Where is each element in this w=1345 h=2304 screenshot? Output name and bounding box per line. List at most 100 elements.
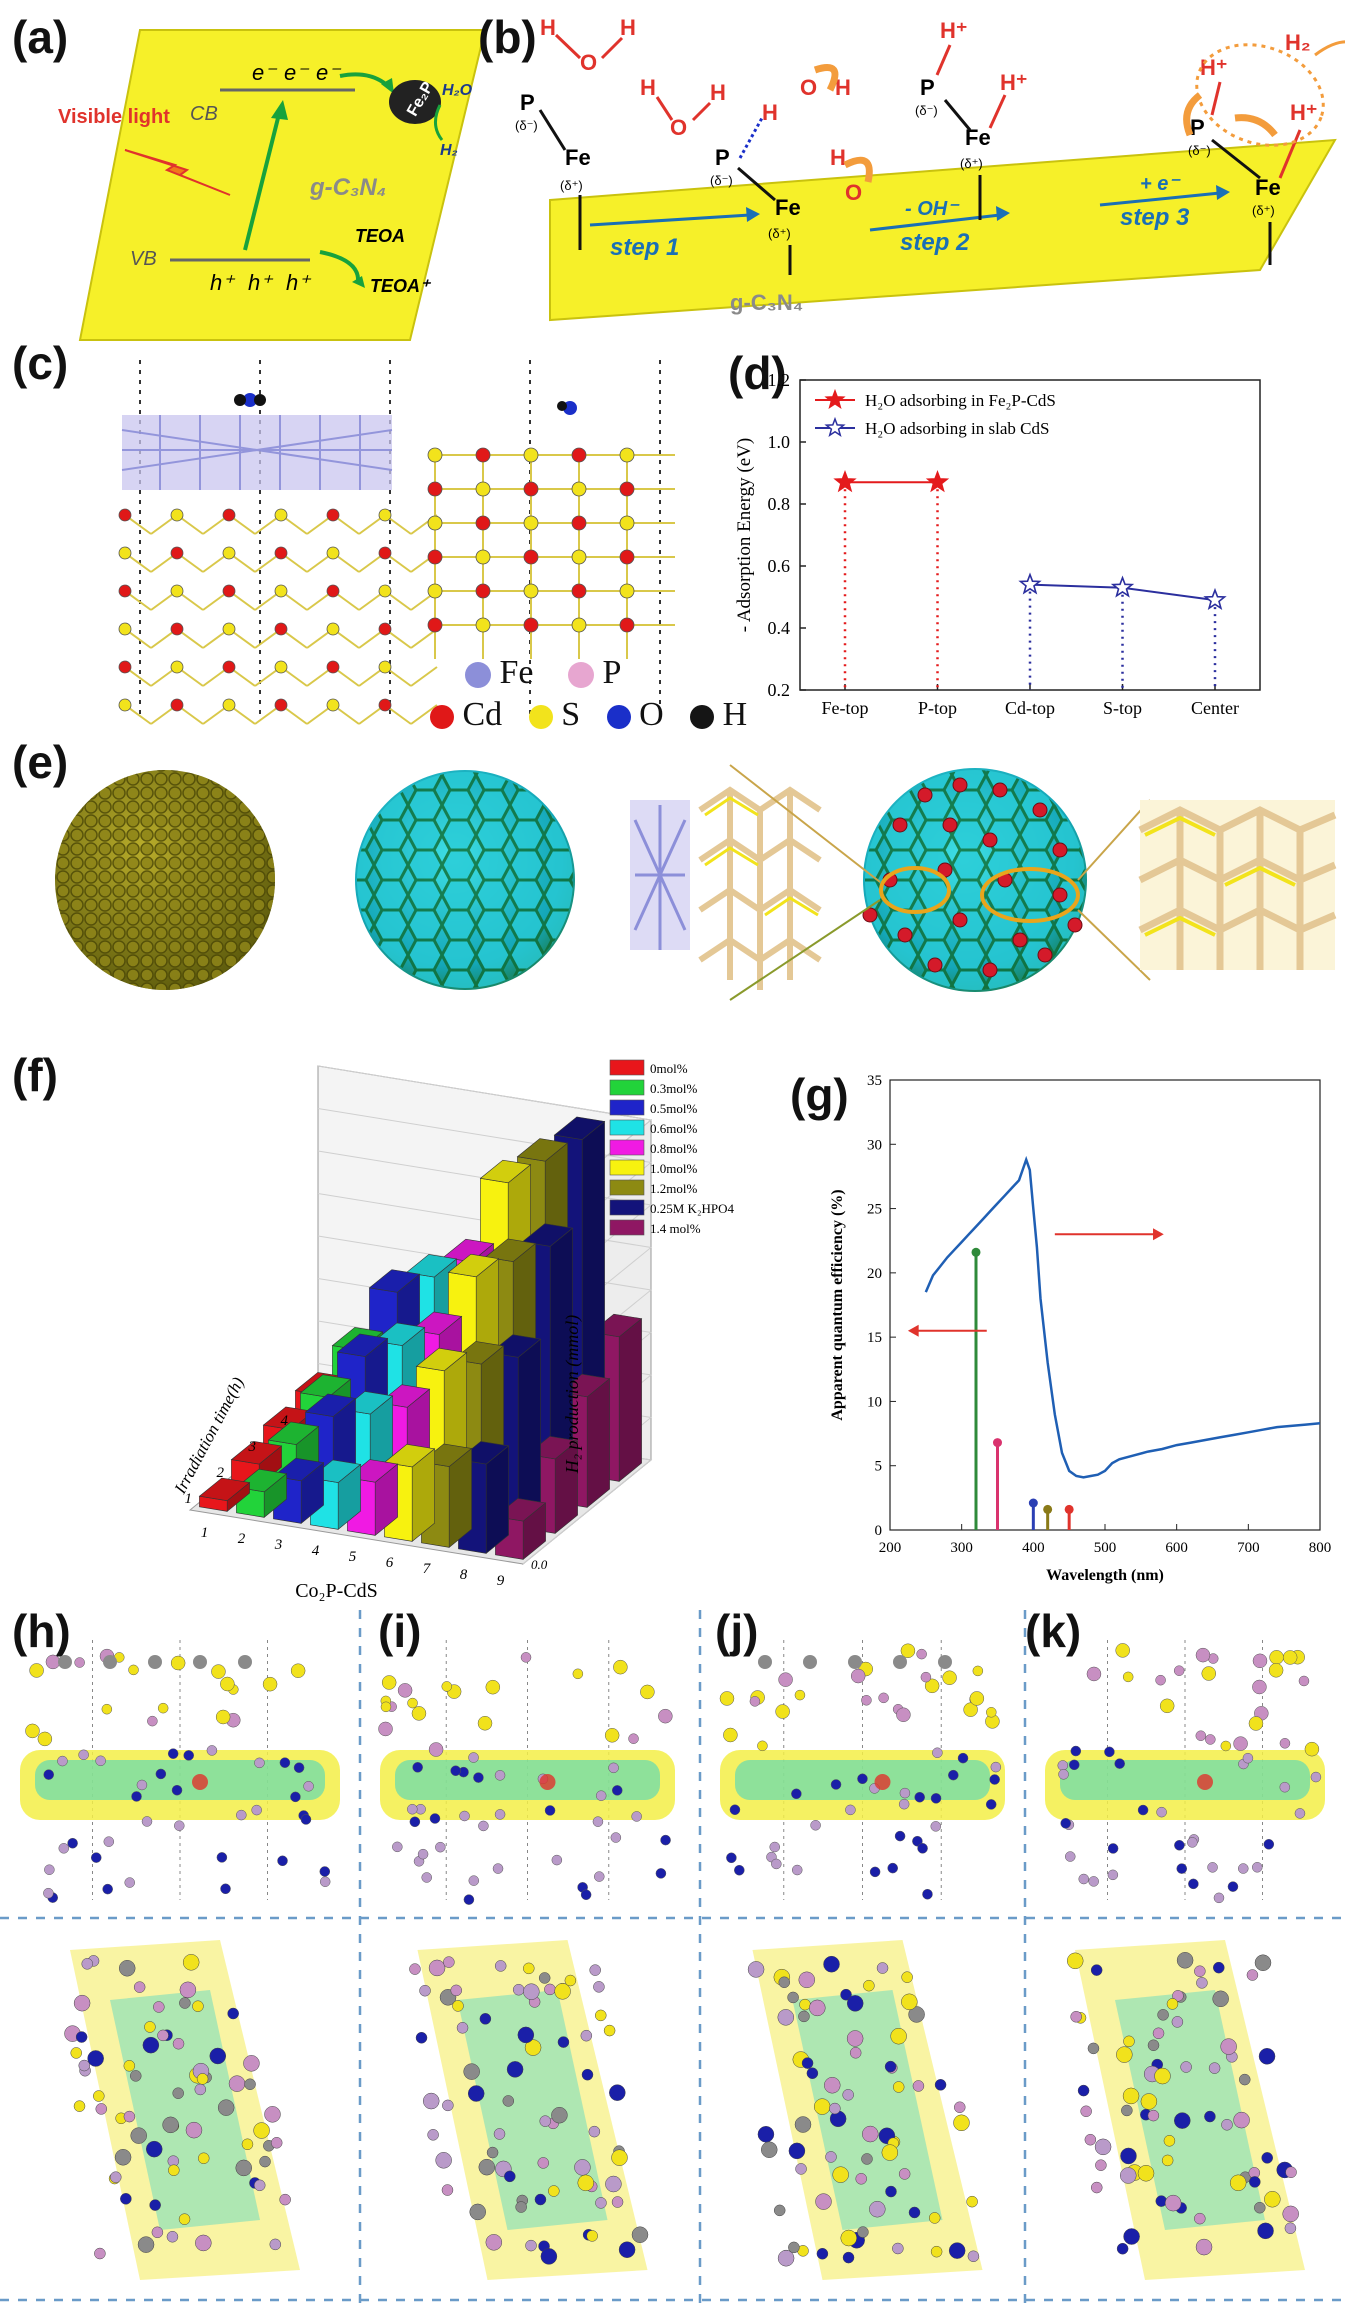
atom [103,1655,117,1669]
atom [920,1671,932,1683]
charge-density-panels [0,1610,1345,2304]
step3-label: step 3 [1120,204,1190,231]
atom [517,2026,535,2044]
atom [777,2009,795,2026]
atom [1201,1666,1217,1681]
step2-label: step 2 [900,229,970,256]
atom [58,1843,70,1854]
vb-label: VB [130,248,157,270]
atom [1154,2067,1171,2085]
atom [170,622,184,636]
atom [303,1781,314,1792]
atom [523,481,539,497]
atom [236,1809,247,1821]
atom [479,2013,492,2025]
atom [734,1864,745,1876]
atom [95,1755,106,1767]
atom [182,1954,200,1971]
atom [118,698,132,712]
atom [277,1855,288,1867]
atom [1140,2093,1158,2110]
charge-density-panel [378,1640,675,2280]
bar-side [485,1445,509,1554]
atom [537,2157,550,2169]
atom [415,2032,428,2044]
atom [118,1960,136,1977]
atom [1070,2010,1082,2023]
atom [1120,2147,1137,2165]
panel-label-j: (j) [715,1605,759,1657]
atom [593,1981,605,1993]
legend-swatch [609,1079,645,1096]
x-tick-label: 600 [1165,1540,1188,1556]
atom [954,2101,966,2113]
atom [544,1805,556,1816]
atom [966,2195,978,2208]
atom [473,1772,484,1783]
charge-density-panel [1045,1640,1325,2280]
atom [494,1809,506,1820]
atom [1115,1643,1130,1658]
atom [523,447,539,463]
atom [1088,1876,1099,1887]
atom [861,1695,872,1706]
cds-zoom-lattice [1138,800,1337,970]
atom [222,660,236,674]
atom [857,2226,869,2238]
atom [441,1681,453,1692]
atom [81,1958,94,1970]
atom [118,584,132,598]
atom [504,2170,516,2183]
atom [1252,1653,1268,1669]
p-charge: (δ⁻) [915,103,938,118]
atom [274,508,288,522]
atom [628,1733,639,1744]
x-tick-label: 400 [1022,1540,1045,1556]
atom [1264,2190,1281,2208]
atom [1188,1878,1199,1890]
atom [1220,1740,1232,1752]
panel-label-a: (a) [12,11,69,63]
atom [102,1883,113,1895]
x-tick-label: S-top [1103,698,1142,718]
atom [1208,2062,1221,2074]
atom [823,1955,840,1973]
atom [930,1821,942,1832]
atom [193,1655,207,1669]
atom [172,2037,185,2050]
atom [538,1972,551,1984]
depth-tick-label: 3 [248,1439,257,1455]
atom [1282,1650,1298,1665]
fe2p-dot [892,817,908,833]
atom [1086,1666,1102,1682]
atom [90,1852,102,1863]
atom [1090,2181,1103,2194]
atom [901,1993,918,2011]
atom [757,1740,768,1752]
atom [1238,1863,1249,1874]
atom [791,1788,802,1800]
atom [170,660,184,674]
atom [1114,1758,1125,1769]
atom [153,2001,165,2013]
atom [170,508,184,522]
atom [195,2234,212,2252]
atom [1310,1771,1322,1783]
atom [571,549,587,565]
x-tick-label: 1 [201,1525,209,1541]
y-tick-label: 0.2 [768,680,791,700]
atom [775,1704,790,1719]
depth-tick-label: 2 [217,1465,225,1481]
bar-top [383,1443,436,1468]
density-hotspot [1197,1774,1213,1790]
atom [595,2009,607,2022]
atom [1161,2154,1174,2167]
atom [279,1757,291,1768]
panel-e-particles [55,764,1337,1001]
atom [846,1995,864,2012]
legend-swatch [609,1199,645,1216]
fe2p-dot [1052,887,1068,903]
atom [124,1877,135,1888]
atom [1207,1862,1218,1873]
atom [452,2000,464,2012]
